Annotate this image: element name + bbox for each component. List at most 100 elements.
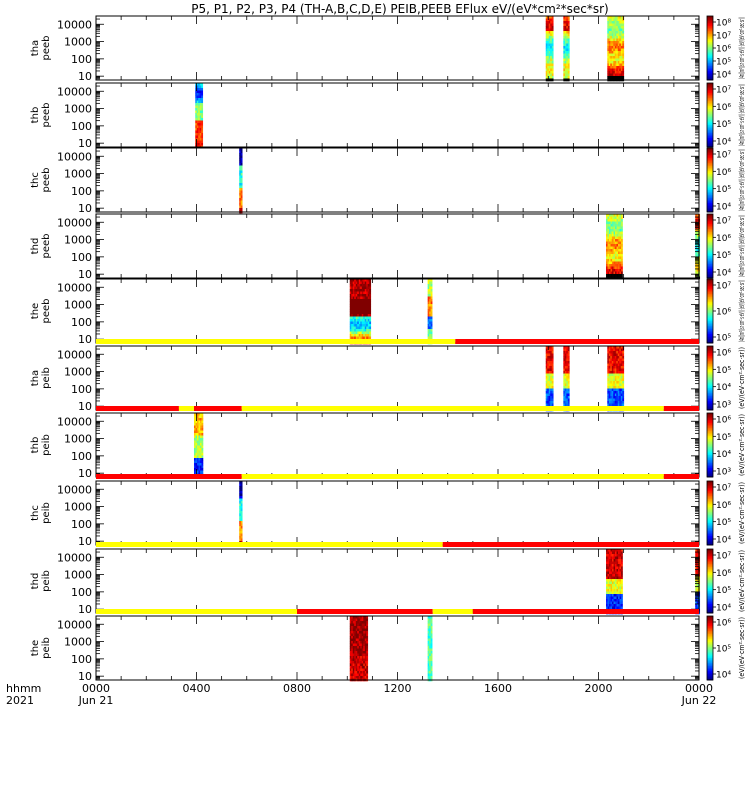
colorbar-tick-label: 10⁴	[716, 536, 731, 546]
colorbar: 10⁴ 10⁵ 10⁶ 10⁷ (eV/(eV·cm²·sec·sr))	[707, 481, 746, 546]
colorbar-tick-label: 10⁵	[716, 251, 731, 261]
spectrogram-burst	[607, 346, 624, 411]
panel-probe-label: thb	[30, 437, 41, 454]
colorbar-tick-label: 10⁶	[716, 168, 731, 178]
colorbar-tick-label: 10⁵	[716, 433, 731, 443]
spectrogram-burst	[350, 279, 371, 344]
panel-product-label: peib	[41, 434, 52, 456]
y-tick-label: 10	[78, 400, 92, 413]
colorbar-units-label: (eV/(eV·cm²·sec·sr))	[738, 347, 746, 409]
panel-the-peib: 10100100010000the peib10⁴10⁵10⁶ (eV/(eV·cm…	[30, 609, 746, 683]
x-tick-label: 0400	[183, 682, 211, 695]
panel-probe-label: thd	[30, 573, 41, 590]
panel-frame	[96, 481, 699, 545]
colorbar-tick-label: 10⁵	[716, 58, 731, 68]
status-segment	[297, 609, 433, 614]
y-tick-label: 1000	[64, 501, 92, 514]
panel-probe-label: the	[30, 640, 41, 656]
colorbar-tick-label: 10⁴	[716, 450, 731, 460]
colorbar: 10⁴ 10⁵ 10⁶ 10⁷ 10⁸ (4π)(m²/(sr·cm²·s·eV))·(e…	[707, 16, 746, 81]
spectrogram-burst	[607, 16, 624, 81]
panel-thd-peib: 10 100 1000 10000 thd peib 10⁴ 10⁵ 10⁶ 10⁷ (eV/(eV…	[30, 542, 746, 616]
colorbar-tick-label: 10⁴	[716, 671, 731, 681]
spectrogram-burst	[428, 616, 433, 681]
panel-probe-label: thc	[30, 172, 41, 188]
colorbar-tick-label: 10⁵	[716, 518, 731, 528]
panel-product-label: peib	[41, 367, 52, 389]
x-tick-label: 1600	[484, 682, 512, 695]
spectrogram-burst	[563, 346, 569, 411]
colorbar: 10⁴ 10⁵ 10⁶ 10⁷ (4π)(m²/(sr·cm²·s·eV))·(eV/(…	[707, 83, 746, 148]
colorbar: 10⁴10⁵10⁶10⁷ (eV/(eV·cm²·sec·sr))	[707, 549, 746, 614]
status-segment	[96, 609, 297, 614]
panel-frame	[96, 413, 699, 477]
y-tick-label: 10000	[57, 150, 92, 163]
x-axis: 0000Jun 210400 0800 1200 1600 2000 0000Jun 22…	[6, 682, 716, 707]
spectrogram-burst	[606, 214, 623, 279]
status-segment	[664, 406, 699, 411]
x-tick-label: 0800	[283, 682, 311, 695]
colorbar-tick-label: 10⁴	[716, 604, 731, 614]
status-segment	[179, 406, 194, 411]
panel-probe-label: tha	[30, 40, 41, 56]
spectrogram-burst	[194, 413, 203, 478]
colorbar-tick-label: 10³	[716, 468, 731, 478]
colorbar-tick-label: 10⁵	[716, 645, 731, 655]
x-tick-date: Jun 22	[681, 694, 717, 707]
y-tick-label: 1000	[64, 366, 92, 379]
colorbar-tick-label: 10⁶	[716, 349, 731, 359]
panel-probe-label: the	[30, 303, 41, 319]
colorbar-tick-label: 10⁴	[716, 138, 731, 148]
colorbar-tick-label: 10⁶	[716, 501, 731, 511]
colorbar-units-label: (eV/(eV·cm²·sec·sr))	[738, 550, 746, 612]
spectrogram-burst	[546, 16, 554, 81]
panel-probe-label: tha	[30, 370, 41, 386]
colorbar-units-label: (eV/(eV·cm²·sec·sr))	[738, 414, 746, 476]
y-tick-label: 10	[78, 70, 92, 83]
y-tick-label: 10000	[57, 415, 92, 428]
colorbar: 10⁴ 10⁵ 10⁶ 10⁷ (4π)(m²/(sr·cm²·s·eV))·(eV/(…	[707, 148, 746, 213]
panel-probe-label: thb	[30, 107, 41, 124]
colorbar-tick-label: 10⁷	[716, 552, 731, 562]
status-segment	[96, 474, 242, 479]
colorbar-units-label: (eV/(eV·cm²·sec·sr))	[738, 482, 746, 544]
panel-thc-peib: 10 100 1000 10000 thc peib 10⁴ 10⁵ 10⁶ 10⁷ (eV/(eV…	[30, 474, 746, 548]
status-segment	[96, 406, 179, 411]
y-tick-label: 100	[71, 653, 92, 666]
panel-product-label: peib	[41, 637, 52, 659]
figure-title: P5, P1, P2, P3, P4 (TH-A,B,C,D,E) PEIB,P…	[191, 2, 608, 16]
y-tick-label: 1000	[64, 636, 92, 649]
panel-tha-peeb: 10 100 1000 10000 tha peeb 10⁴ 10⁵ 10⁶ 10⁷ 10⁸ (4π)…	[30, 16, 746, 83]
status-segment	[96, 339, 455, 344]
colorbar-tick-label: 10⁵	[716, 366, 731, 376]
colorbar-tick-label: 10⁴	[716, 383, 731, 393]
panel-thb-peib: 10 100 1000 10000 thb peib 10³ 10⁴ 10⁵ 10⁶ (eV/(eV…	[30, 406, 746, 480]
panel-frame	[96, 83, 699, 147]
colorbar-tick-label: 10⁷	[716, 484, 731, 494]
colorbar: 10³ 10⁴ 10⁵ 10⁶ (eV/(eV·cm²·sec·sr))	[707, 346, 746, 411]
y-tick-label: 100	[71, 251, 92, 264]
spectrogram-burst	[563, 16, 569, 81]
colorbar: 10⁴ 10⁵ 10⁶ 10⁷ (4π)(m²/(sr·cm²·s·eV))·(eV/(…	[707, 214, 746, 279]
status-segment	[664, 474, 699, 479]
colorbar-units-label: (4π)(m²/(sr·cm²·s·eV))·(eV/(eV·cm²·sec·s…	[738, 84, 746, 146]
status-segment	[443, 542, 699, 547]
colorbar-tick-label: 10⁶	[716, 416, 731, 426]
panel-frame	[96, 616, 699, 680]
status-segment	[473, 609, 699, 614]
panel-product-label: peeb	[41, 299, 52, 324]
y-tick-label: 1000	[64, 299, 92, 312]
colorbar-tick-label: 10⁷	[716, 32, 731, 42]
colorbar-tick-label: 10⁵	[716, 185, 731, 195]
spectrogram-burst	[606, 549, 623, 614]
colorbar: 10³ 10⁴ 10⁵ 10⁶ (eV/(eV·cm²·sec·sr))	[707, 413, 746, 478]
y-tick-label: 10000	[57, 281, 92, 294]
spectrogram-burst	[428, 279, 433, 344]
spectrogram-burst	[239, 481, 242, 546]
panel-product-label: peeb	[41, 36, 52, 61]
y-tick-label: 10	[78, 137, 92, 150]
status-segment	[194, 406, 242, 411]
y-tick-label: 10000	[57, 216, 92, 229]
